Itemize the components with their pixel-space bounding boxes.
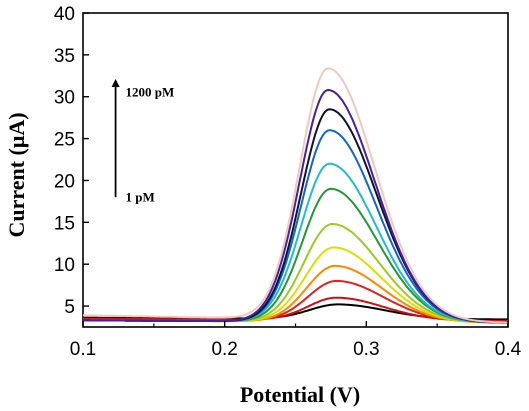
y-tick-label-4: 25	[54, 130, 75, 151]
curves-group	[83, 67, 509, 324]
x-tick-label-1: 0.2	[211, 339, 237, 360]
x-tick-label-2: 0.3	[353, 339, 379, 360]
series-line-11	[83, 67, 509, 324]
y-tick-label-5: 30	[54, 88, 75, 109]
x-tick-label-0: 0.1	[70, 339, 96, 360]
annotation-label-0: 1200 pM	[126, 85, 175, 100]
annotation-label-1: 1 pM	[126, 189, 155, 204]
arrow-head-icon	[111, 78, 120, 87]
y-tick-label-3: 20	[54, 171, 75, 192]
plot-area	[82, 12, 509, 328]
y-tick-label-7: 40	[54, 4, 75, 25]
y-tick-label-6: 35	[54, 46, 75, 67]
y-tick-label-0: 5	[64, 297, 75, 318]
y-tick-label-1: 10	[54, 255, 75, 276]
ticks-group: 0.1 0.2 0.3 0.4 5 10 15 20 25 30 35 40	[54, 4, 522, 360]
x-tick-label-3: 0.4	[495, 339, 522, 360]
y-axis-title: Current (μA)	[4, 112, 29, 237]
x-axis-title: Potential (V)	[240, 382, 360, 407]
series-line-10	[83, 88, 509, 324]
annotations-group: 1200 pM 1 pM	[111, 78, 175, 204]
y-tick-label-2: 15	[54, 213, 75, 234]
